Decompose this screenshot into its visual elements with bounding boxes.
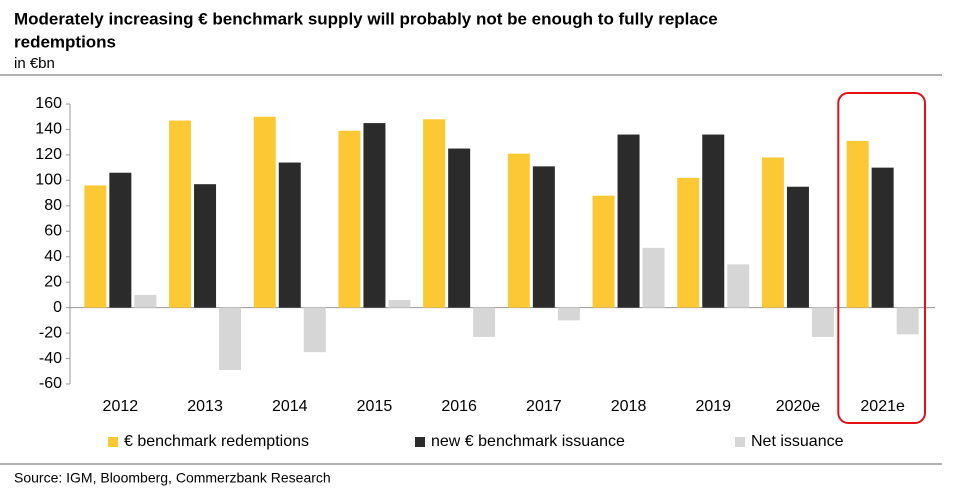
y-tick-label: 40 [44, 248, 62, 265]
bar [761, 157, 784, 308]
bar [702, 134, 725, 308]
legend-swatch [735, 437, 745, 447]
y-tick-label: -40 [39, 350, 62, 367]
bar [592, 195, 615, 308]
bar [303, 307, 326, 353]
bar [219, 307, 242, 370]
bar [532, 166, 555, 308]
bar [253, 116, 276, 308]
bar [617, 134, 640, 308]
bar [134, 294, 157, 308]
y-tick-label: -20 [39, 324, 62, 341]
legend-label: € benchmark redemptions [124, 433, 309, 450]
chart-title-line2: redemptions [14, 32, 116, 51]
bar [363, 123, 386, 308]
x-tick-label: 2012 [103, 398, 139, 415]
x-tick-label: 2021e [860, 398, 905, 415]
legend-label: new € benchmark issuance [431, 433, 625, 450]
y-tick-label: 60 [44, 222, 62, 239]
bar [194, 184, 217, 308]
x-tick-label: 2014 [272, 398, 308, 415]
y-tick-label: 0 [53, 299, 62, 316]
x-tick-label: 2015 [357, 398, 393, 415]
x-tick-label: 2019 [695, 398, 731, 415]
x-tick-label: 2020e [776, 398, 821, 415]
bar [388, 300, 411, 308]
source-note: Source: IGM, Bloomberg, Commerzbank Rese… [14, 470, 331, 486]
bar [448, 148, 471, 308]
bar [278, 162, 301, 308]
x-tick-label: 2013 [187, 398, 223, 415]
bar [169, 120, 192, 308]
y-tick-label: 140 [35, 121, 62, 138]
bar [811, 307, 834, 337]
bar [84, 185, 107, 308]
highlight-box [837, 92, 926, 424]
x-tick-label: 2018 [611, 398, 647, 415]
bar [642, 247, 665, 308]
bar [871, 167, 894, 308]
bar [507, 153, 530, 308]
legend-label: Net issuance [751, 433, 844, 450]
legend-swatch [108, 437, 118, 447]
bar [338, 130, 361, 308]
y-tick-label: 120 [35, 146, 62, 163]
bar [557, 307, 580, 321]
y-tick-label: -60 [39, 375, 62, 392]
bar [846, 140, 869, 308]
y-tick-label: 160 [35, 95, 62, 112]
y-tick-label: 20 [44, 273, 62, 290]
legend-swatch [415, 437, 425, 447]
x-tick-label: 2016 [441, 398, 477, 415]
bar [423, 119, 446, 308]
bar [109, 172, 132, 308]
bar [896, 307, 919, 335]
bar [727, 264, 750, 308]
chart-title-line1: Moderately increasing € benchmark supply… [14, 9, 718, 28]
y-tick-label: 80 [44, 197, 62, 214]
bar [786, 186, 809, 308]
bar [473, 307, 496, 337]
x-tick-label: 2017 [526, 398, 562, 415]
bar [677, 177, 700, 308]
y-tick-label: 100 [35, 172, 62, 189]
chart-subtitle: in €bn [14, 55, 55, 72]
